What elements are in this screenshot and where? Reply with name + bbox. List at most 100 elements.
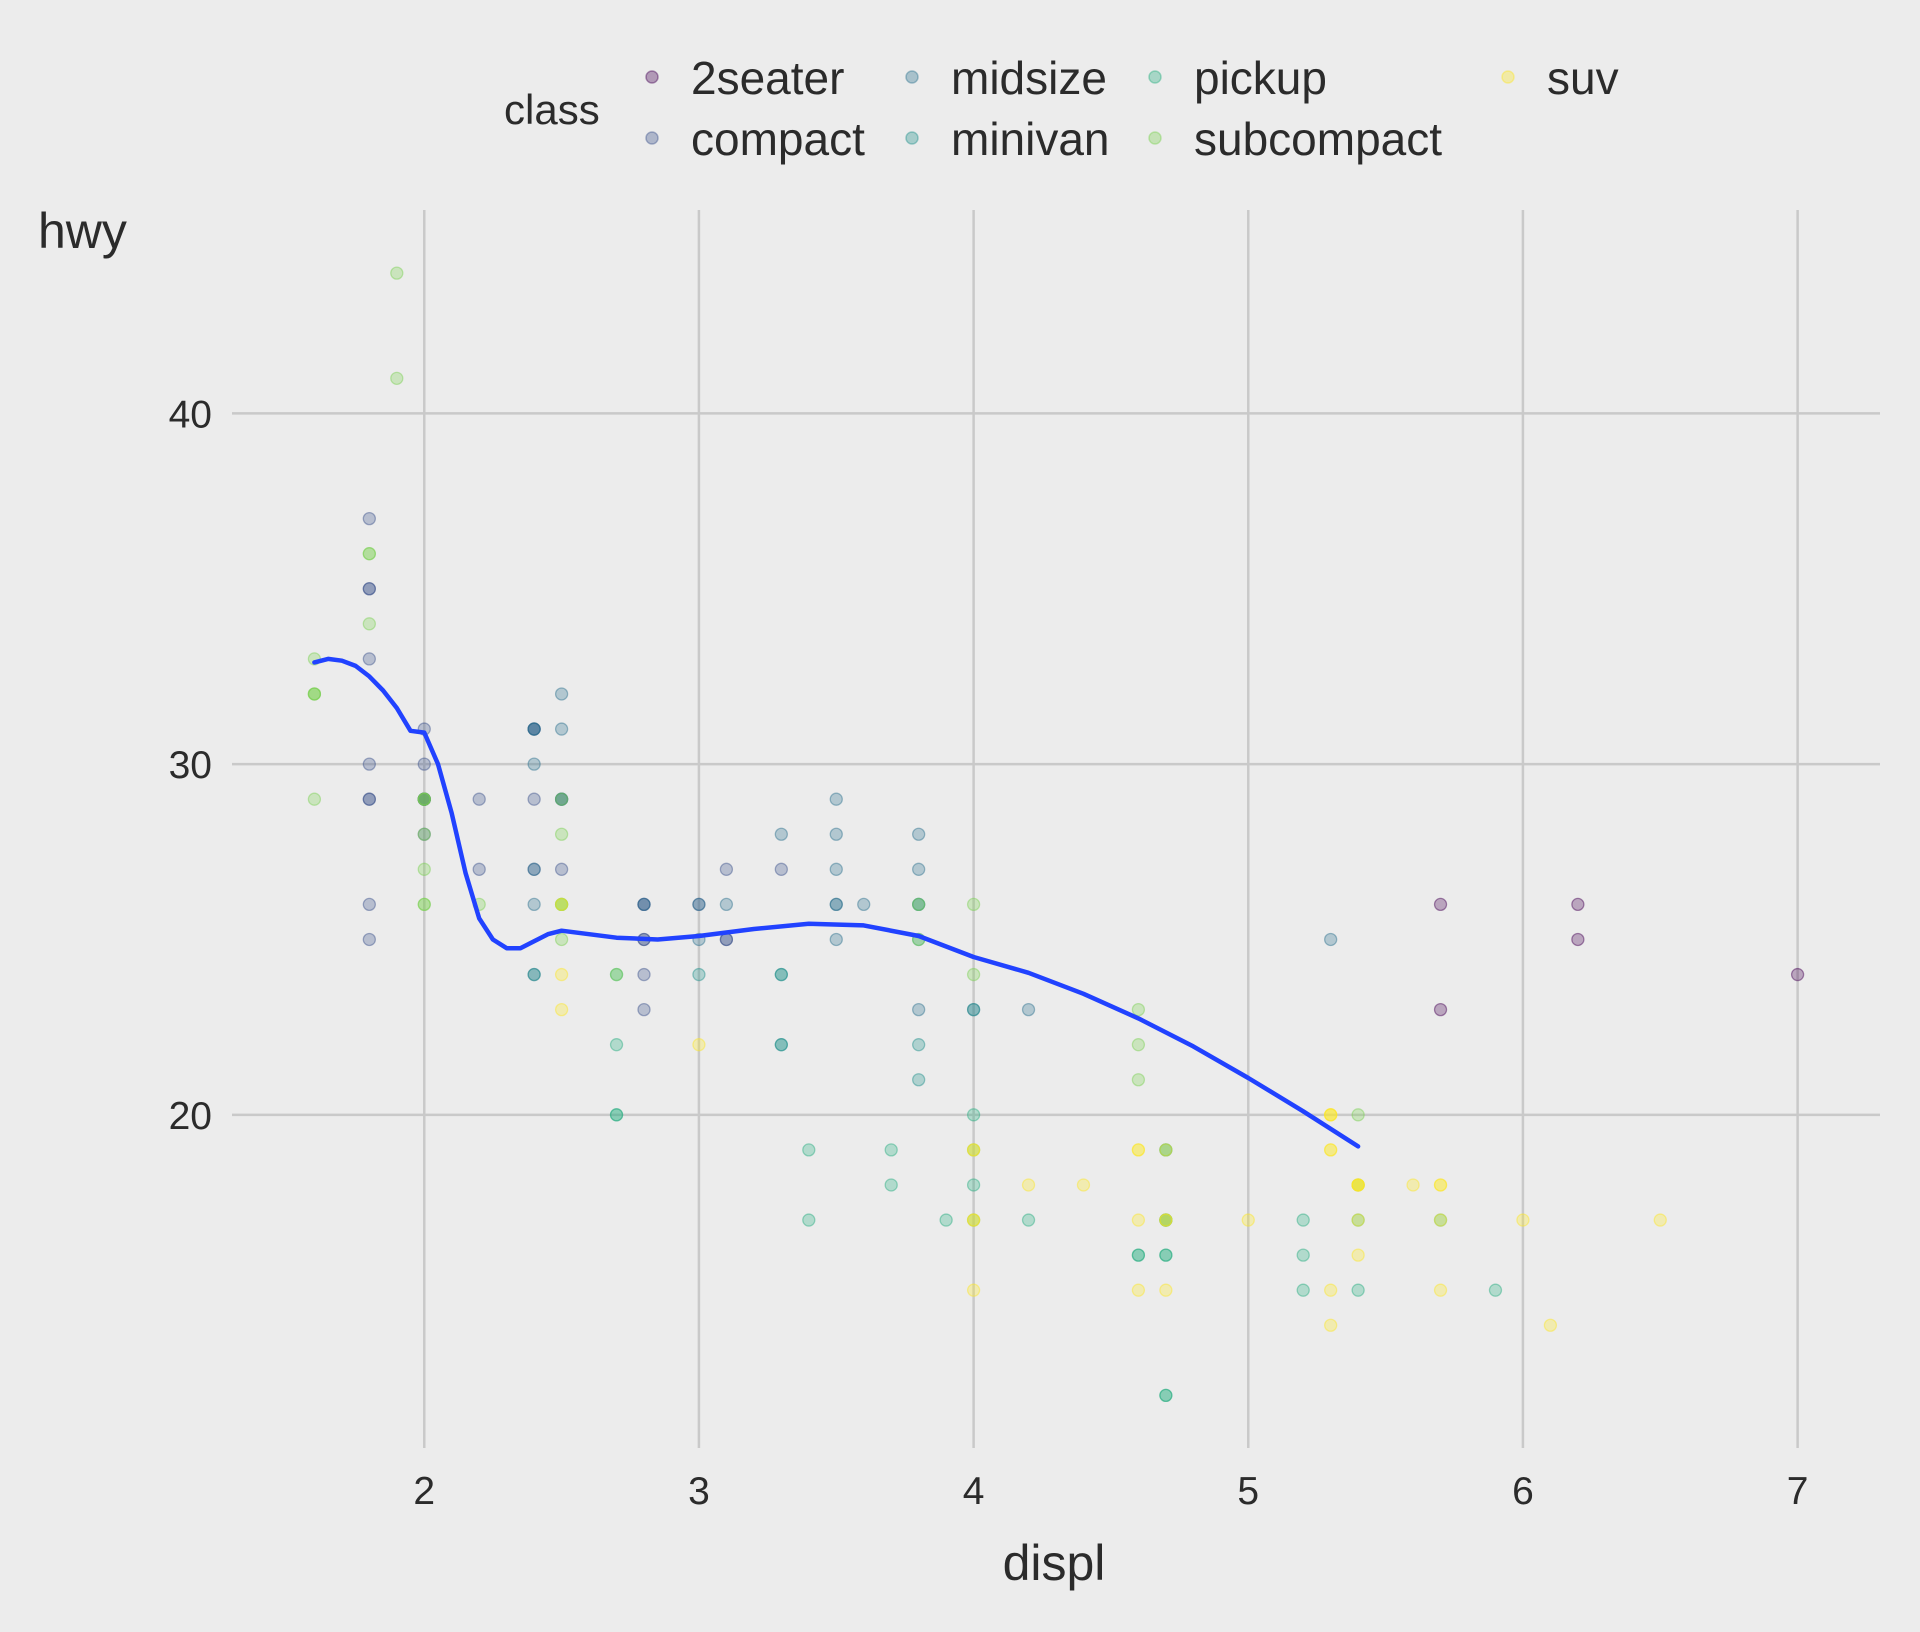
data-point-pickup xyxy=(1296,1248,1310,1262)
data-point-midsize xyxy=(829,897,843,912)
data-point-suv xyxy=(1324,1108,1338,1122)
data-point-compact xyxy=(362,582,376,596)
legend-label-suv: suv xyxy=(1547,52,1619,104)
y-axis-tick-labels: 20 30 40 xyxy=(169,393,212,1137)
data-point-suv xyxy=(1159,1213,1173,1227)
data-point-compact xyxy=(417,792,431,806)
data-point-midsize xyxy=(554,792,569,806)
data-point-pickup xyxy=(1159,1248,1173,1262)
data-point-midsize xyxy=(1021,1002,1036,1017)
data-point-minivan xyxy=(774,967,788,982)
data-point-midsize xyxy=(527,967,541,982)
data-point-suv xyxy=(1131,1213,1146,1227)
data-point-pickup xyxy=(1159,1213,1173,1227)
data-point-midsize xyxy=(637,897,651,912)
x-tick-label: 5 xyxy=(1237,1470,1259,1513)
data-point-pickup xyxy=(1021,1213,1036,1227)
data-point-minivan xyxy=(966,1002,981,1017)
data-point-minivan xyxy=(912,1038,926,1052)
data-point-suv xyxy=(1324,1143,1338,1157)
data-point-midsize xyxy=(912,862,926,876)
data-point-midsize xyxy=(719,897,734,912)
data-point-suv xyxy=(554,1002,569,1017)
data-point-pickup xyxy=(1351,1213,1365,1227)
data-point-midsize xyxy=(829,897,843,912)
data-point-midsize xyxy=(527,757,541,771)
data-point-suv xyxy=(966,1283,981,1297)
legend-swatch-minivan xyxy=(905,131,919,145)
data-point-2seater xyxy=(1790,967,1805,982)
data-point-subcompact xyxy=(307,687,322,701)
data-point-subcompact xyxy=(417,792,431,806)
data-point-subcompact xyxy=(307,687,322,701)
data-point-pickup xyxy=(1131,1248,1146,1262)
data-point-subcompact xyxy=(417,827,431,841)
data-point-subcompact xyxy=(417,897,431,912)
data-point-minivan xyxy=(912,1073,926,1087)
data-point-subcompact xyxy=(554,897,569,912)
data-point-compact xyxy=(417,792,431,806)
data-point-pickup xyxy=(966,1143,981,1157)
x-tick-label: 6 xyxy=(1512,1470,1534,1513)
data-point-compact xyxy=(362,792,376,806)
data-point-midsize xyxy=(829,932,843,947)
data-point-subcompact xyxy=(1131,1073,1146,1087)
data-point-compact xyxy=(554,862,569,876)
data-point-compact xyxy=(692,897,706,912)
data-point-subcompact xyxy=(554,827,569,841)
data-point-compact xyxy=(527,862,541,876)
data-point-subcompact xyxy=(390,371,404,385)
legend: class 2seater compact midsize minivan pickup… xyxy=(504,52,1619,165)
x-axis-title: displ xyxy=(1003,1535,1106,1591)
data-point-subcompact xyxy=(1131,1038,1146,1052)
data-point-pickup xyxy=(1159,1143,1173,1157)
y-tick-label: 40 xyxy=(169,393,212,436)
data-point-compact xyxy=(527,722,541,736)
data-point-midsize xyxy=(554,792,569,806)
data-point-suv xyxy=(1021,1178,1036,1192)
data-point-midsize xyxy=(527,722,541,736)
data-point-midsize xyxy=(692,897,706,912)
data-point-suv xyxy=(966,1213,981,1227)
data-point-compact xyxy=(527,792,541,806)
data-point-compact xyxy=(774,862,788,876)
data-point-pickup xyxy=(1351,1283,1365,1297)
legend-swatch-suv xyxy=(1501,70,1515,84)
data-point-compact xyxy=(362,652,376,666)
data-point-compact xyxy=(719,862,734,876)
legend-title: class xyxy=(504,86,600,133)
data-point-pickup xyxy=(966,1108,981,1122)
trend-line xyxy=(312,656,1361,1149)
y-tick-label: 30 xyxy=(169,744,212,787)
x-tick-label: 2 xyxy=(413,1470,435,1513)
data-point-minivan xyxy=(692,967,706,982)
data-point-2seater xyxy=(1571,932,1585,947)
legend-label-compact: compact xyxy=(691,113,865,165)
data-point-midsize xyxy=(857,897,871,912)
data-point-pickup xyxy=(1296,1283,1310,1297)
legend-swatch-compact xyxy=(645,131,659,145)
legend-label-subcompact: subcompact xyxy=(1194,113,1442,165)
data-point-compact xyxy=(417,792,431,806)
data-point-suv xyxy=(1351,1178,1365,1192)
data-point-pickup xyxy=(939,1213,953,1227)
data-point-subcompact xyxy=(417,792,431,806)
data-point-subcompact xyxy=(966,897,981,912)
data-point-suv xyxy=(1351,1178,1365,1192)
data-point-compact xyxy=(637,897,651,912)
data-point-pickup xyxy=(609,1038,624,1052)
data-point-midsize xyxy=(966,1002,981,1017)
data-point-subcompact xyxy=(966,967,981,982)
data-point-pickup xyxy=(966,1178,981,1192)
data-point-compact xyxy=(362,792,376,806)
data-point-suv xyxy=(1433,1213,1448,1227)
data-point-suv xyxy=(1433,1283,1448,1297)
data-point-subcompact xyxy=(417,862,431,876)
x-tick-label: 7 xyxy=(1787,1470,1809,1513)
data-point-midsize xyxy=(1324,932,1338,947)
data-point-suv xyxy=(1351,1178,1365,1192)
data-point-compact xyxy=(362,897,376,912)
data-point-suv xyxy=(966,1143,981,1157)
legend-swatch-pickup xyxy=(1148,70,1162,84)
data-point-midsize xyxy=(912,1002,926,1017)
